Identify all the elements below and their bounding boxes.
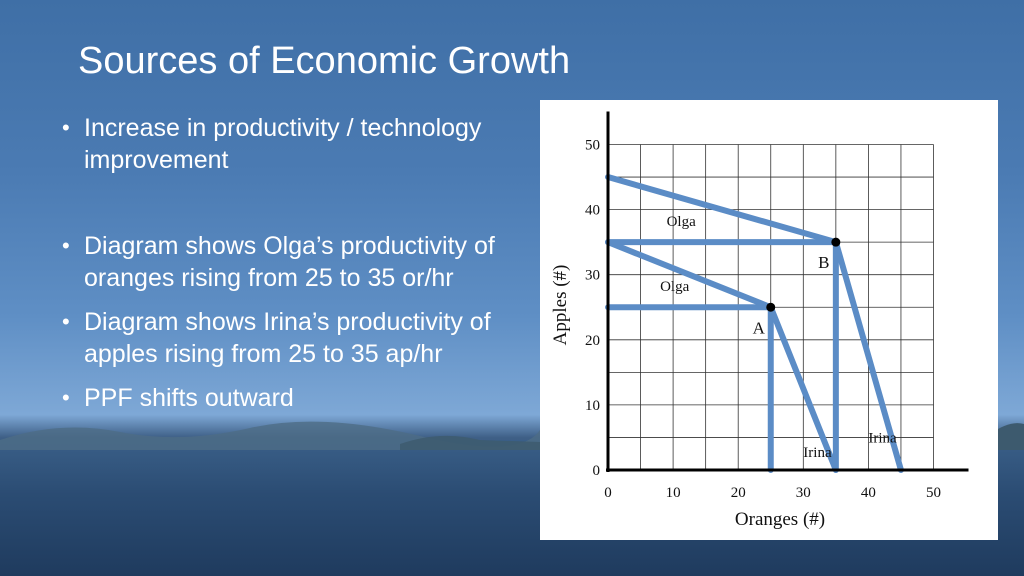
point-label: A [753,318,766,337]
y-tick-label: 50 [585,138,600,154]
y-axis-label: Apples (#) [550,265,571,346]
chart-svg: 0 10 20 30 40 50 0 10 20 30 40 50 A B Olga Olga Irina Iri… [550,111,969,530]
ppf-line [605,239,839,473]
ppf-line [605,304,774,473]
bullet-item: Diagram shows Irina’s productivity of ap… [60,306,520,370]
bullet-item: Increase in productivity / technology im… [60,112,520,176]
bullet-item: Diagram shows Olga’s productivity of ora… [60,230,520,294]
bullet-item: PPF shifts outward [60,382,520,414]
bullet-list: Increase in productivity / technology im… [60,112,520,414]
x-tick-label: 10 [666,485,681,501]
chart-axes [606,111,969,472]
series-annotation: Olga [667,214,697,230]
background-hills [0,421,1024,450]
y-tick-label: 20 [585,333,600,349]
point-marker [766,302,776,312]
x-axis-label: Oranges (#) [735,509,825,530]
slide-title: Sources of Economic Growth [78,40,571,82]
x-tick-label: 0 [604,485,612,501]
ppf-line [605,239,839,473]
ppf-chart: 0 10 20 30 40 50 0 10 20 30 40 50 A B Olga Olga Irina Iri… [540,100,998,540]
y-tick-label: 10 [585,398,600,414]
series-annotation: Irina [868,431,897,447]
point-label: B [818,253,829,272]
series-annotation: Olga [660,279,690,295]
series-annotation: Irina [803,445,832,461]
x-tick-label: 20 [731,485,746,501]
x-tick-label: 30 [796,485,811,501]
y-tick-label: 0 [593,463,601,479]
y-tick-label: 30 [585,268,600,284]
chart-labels: 0 10 20 30 40 50 0 10 20 30 40 50 A B Olga Olga Irina Iri… [585,138,941,502]
x-tick-label: 40 [861,485,876,501]
x-tick-label: 50 [926,485,941,501]
y-tick-label: 40 [585,203,600,219]
point-marker [831,237,841,247]
